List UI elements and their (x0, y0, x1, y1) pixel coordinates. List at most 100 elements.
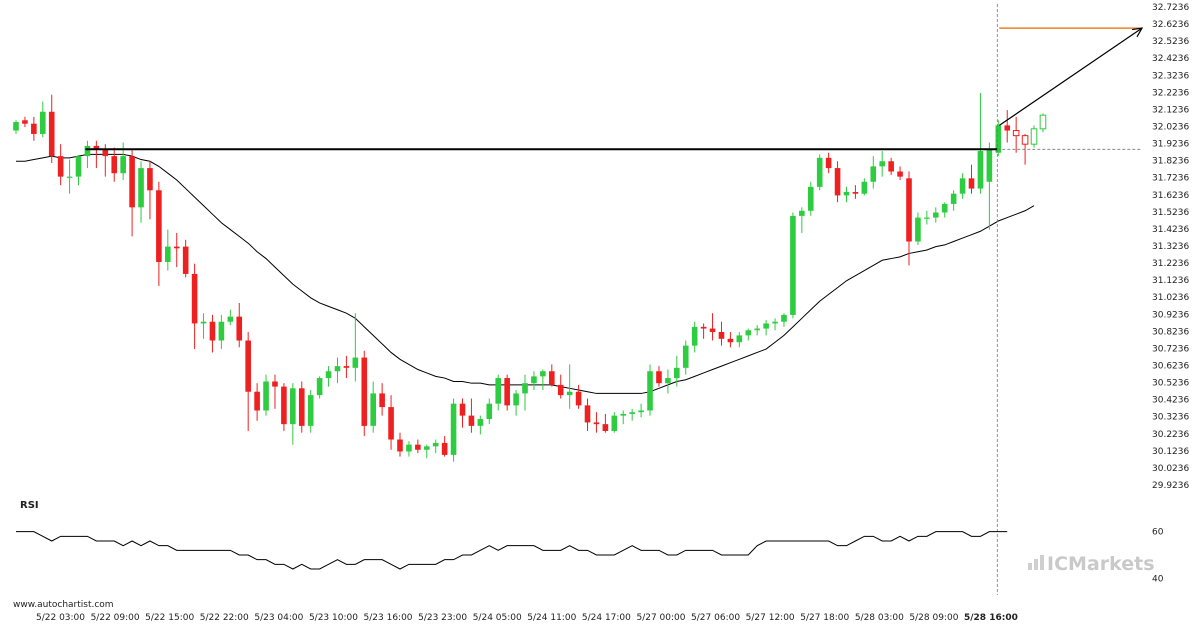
y-tick-label: 32.5236 (1152, 37, 1189, 47)
moving-average-layer (16, 153, 1035, 394)
x-tick-label: 5/23 16:00 (364, 613, 413, 623)
candle-body (620, 413, 627, 416)
candle-body (397, 439, 403, 452)
y-tick-label: 31.2236 (1152, 259, 1189, 269)
y-tick-label: 31.7236 (1152, 174, 1189, 184)
candle-body (959, 178, 966, 194)
y-tick-label: 31.3236 (1152, 242, 1189, 252)
forecast-arrow-line (998, 27, 1143, 126)
candle-body (977, 151, 984, 189)
candle-body (22, 120, 28, 124)
y-tick-label: 30.0236 (1152, 464, 1189, 474)
candle-body (700, 326, 707, 329)
candle-body (477, 419, 484, 426)
candle-body (825, 157, 832, 169)
candle-body (75, 156, 82, 177)
x-tick-label: 5/27 00:00 (636, 613, 685, 623)
y-tick-label: 32.4236 (1152, 54, 1189, 64)
candle-body (611, 415, 618, 431)
x-tick-label: 5/27 12:00 (746, 613, 795, 623)
candle-body (423, 446, 430, 450)
candle-body (84, 145, 91, 157)
candle-body (388, 407, 394, 440)
x-tick-label: 5/22 22:00 (200, 613, 249, 623)
candle-body (968, 178, 975, 189)
candle-body (48, 111, 55, 157)
candle-body (39, 111, 46, 134)
candle-body (441, 442, 448, 455)
candle-body (298, 388, 305, 426)
candle-body (343, 366, 350, 368)
x-tick-label: 5/28 16:00 (964, 613, 1018, 623)
price-axis: 32.7236 32.6236 32.5236 32.4236 32.3236 32.22… (1152, 3, 1189, 491)
candle-body (120, 156, 126, 174)
candle-body (57, 156, 64, 177)
y-tick-label: 30.6236 (1152, 362, 1189, 372)
y-tick-label: 32.0236 (1152, 123, 1189, 133)
candle-body (272, 381, 278, 387)
candle-body (361, 357, 368, 426)
candle-body (1012, 130, 1020, 137)
candle-body (522, 383, 528, 394)
candle-body (352, 357, 359, 368)
candle-body (593, 422, 600, 425)
candle-body (870, 166, 877, 182)
y-tick-label: 30.7236 (1152, 344, 1189, 354)
y-tick-label: 31.1236 (1152, 276, 1189, 286)
y-tick-label: 31.0236 (1152, 293, 1189, 303)
x-tick-label: 5/23 10:00 (309, 613, 358, 623)
y-tick-label: 31.6236 (1152, 191, 1189, 201)
candle-body (200, 321, 207, 324)
candle-body (13, 121, 19, 131)
x-tick-label: 5/27 06:00 (691, 613, 740, 623)
candle-body (138, 168, 144, 208)
candle-body (432, 442, 439, 447)
candle-body (531, 376, 537, 384)
candle-body (924, 217, 930, 219)
candle-body (379, 393, 385, 408)
candle-body (540, 371, 546, 377)
candle-body (915, 217, 921, 242)
candle-body (950, 193, 957, 204)
y-tick-label: 32.3236 (1152, 71, 1189, 81)
x-tick-label: 5/22 15:00 (145, 613, 194, 623)
y-tick-label: 30.8236 (1152, 327, 1189, 337)
candle-body (986, 149, 993, 182)
candle-body (182, 246, 189, 274)
candle-body (93, 145, 100, 150)
x-tick-label: 5/28 03:00 (855, 613, 904, 623)
overlay-layer (85, 4, 1144, 595)
candle-body (906, 178, 912, 242)
brand-logo: ICMarkets (1028, 553, 1155, 575)
candle-body (165, 246, 171, 262)
candle-body (897, 171, 903, 177)
candle-body (486, 403, 493, 420)
candle-body (245, 340, 251, 392)
candle-body (111, 156, 118, 174)
candle-body (807, 186, 814, 211)
y-tick-label: 30.3236 (1152, 413, 1189, 423)
candle-body (736, 335, 743, 343)
candle-body (932, 212, 939, 218)
x-tick-label: 5/24 11:00 (527, 613, 576, 623)
candle-body (415, 444, 421, 450)
x-tick-label: 5/22 09:00 (91, 613, 140, 623)
candle-body (334, 366, 341, 372)
y-tick-label: 30.9236 (1152, 310, 1189, 320)
candle-body (754, 328, 760, 331)
candle-body (647, 371, 653, 411)
candle-body (638, 410, 644, 413)
source-label: www.autochartist.com (13, 600, 114, 610)
x-tick-label: 5/24 17:00 (582, 613, 631, 623)
candle-body (307, 395, 314, 426)
rsi-line (16, 531, 1008, 570)
candle-body (1039, 114, 1047, 130)
candle-body (799, 210, 805, 216)
candle-body (879, 161, 886, 167)
candles-layer (13, 92, 1047, 462)
y-tick-label: 31.5236 (1152, 208, 1189, 218)
y-tick-label: 32.6236 (1152, 20, 1189, 30)
candle-body (218, 321, 225, 341)
candle-body (263, 381, 269, 411)
